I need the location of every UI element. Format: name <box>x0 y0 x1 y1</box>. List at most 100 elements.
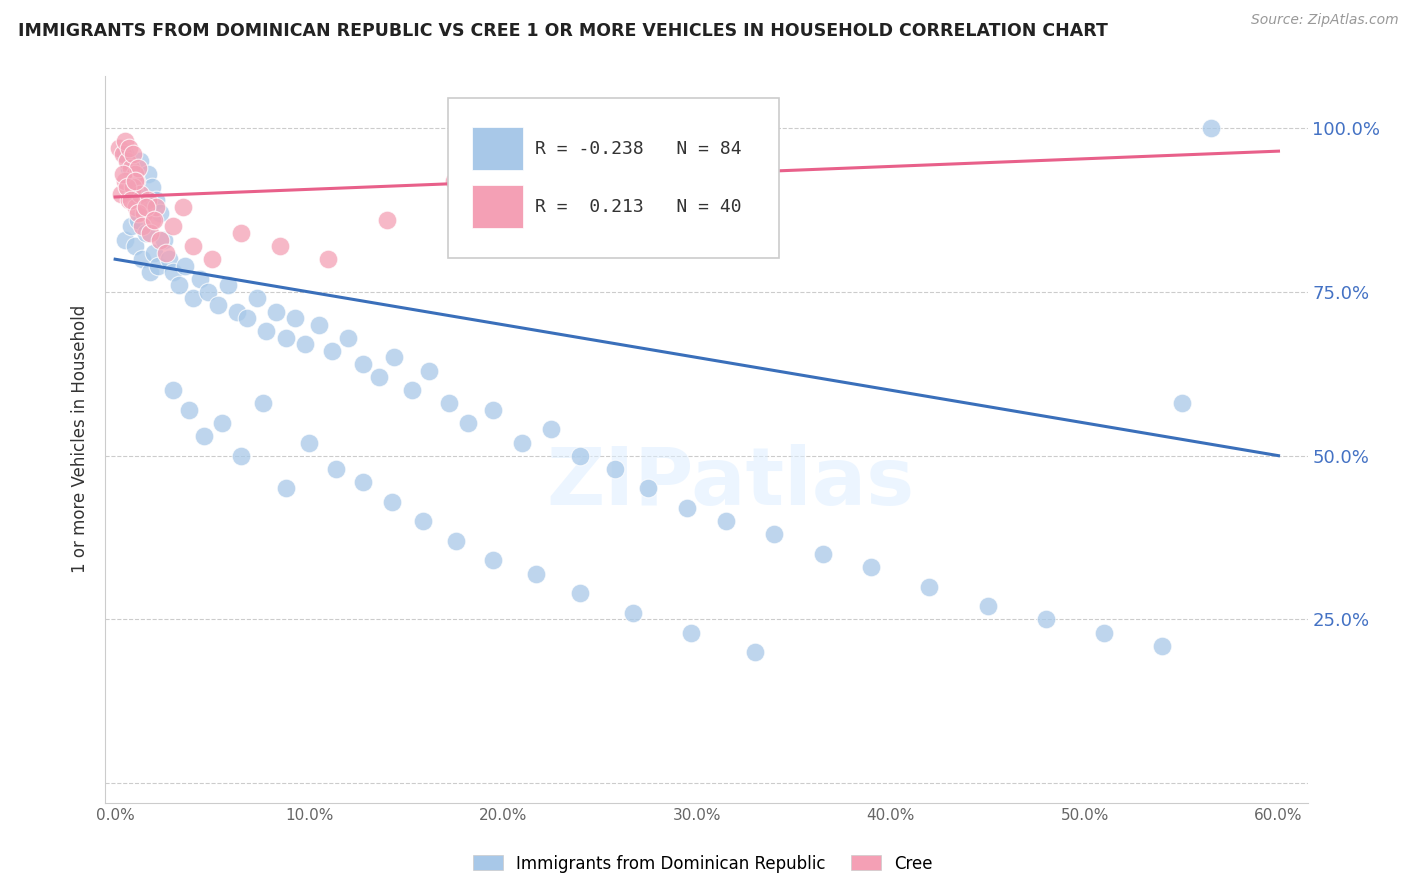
Point <box>231 449 253 463</box>
Point <box>246 292 269 306</box>
Point <box>174 259 197 273</box>
Point <box>446 533 468 548</box>
Point <box>226 304 249 318</box>
Point <box>676 501 699 516</box>
Point <box>142 213 165 227</box>
Point <box>136 167 159 181</box>
Point <box>254 324 277 338</box>
Point <box>111 167 134 181</box>
Point <box>207 298 229 312</box>
Y-axis label: 1 or more Vehicles in Household: 1 or more Vehicles in Household <box>72 305 90 574</box>
Point <box>443 173 465 187</box>
Point <box>125 186 148 201</box>
Point <box>142 245 165 260</box>
Point <box>540 422 562 436</box>
Point <box>118 161 141 175</box>
Point <box>155 245 177 260</box>
Point <box>264 304 287 318</box>
Point <box>569 449 592 463</box>
FancyBboxPatch shape <box>472 186 523 228</box>
Point <box>139 265 162 279</box>
Point <box>124 239 146 253</box>
Point <box>744 645 766 659</box>
Point <box>114 233 136 247</box>
Point <box>141 213 163 227</box>
Text: R =  0.213   N = 40: R = 0.213 N = 40 <box>534 198 741 216</box>
Point <box>811 547 834 561</box>
Point <box>134 206 156 220</box>
Point <box>172 200 194 214</box>
Point <box>201 252 224 267</box>
Point <box>524 566 547 581</box>
Point <box>1152 639 1174 653</box>
Text: R = -0.238   N = 84: R = -0.238 N = 84 <box>534 139 741 158</box>
Point <box>129 153 152 168</box>
Point <box>211 416 233 430</box>
Point <box>482 553 505 567</box>
Point <box>120 219 142 234</box>
Point <box>162 265 184 279</box>
Point <box>1170 396 1192 410</box>
Point <box>181 239 204 253</box>
Point <box>217 278 239 293</box>
Point <box>108 141 131 155</box>
Point <box>159 252 181 267</box>
Point <box>321 343 343 358</box>
Point <box>141 180 163 194</box>
Point <box>124 167 146 181</box>
Point <box>860 560 883 574</box>
Text: ZIPatlas: ZIPatlas <box>547 444 915 522</box>
Point <box>145 194 167 208</box>
Point <box>352 475 374 489</box>
Point <box>437 396 460 410</box>
Point <box>135 200 157 214</box>
Point <box>118 194 141 208</box>
Text: IMMIGRANTS FROM DOMINICAN REPUBLIC VS CREE 1 OR MORE VEHICLES IN HOUSEHOLD CORRE: IMMIGRANTS FROM DOMINICAN REPUBLIC VS CR… <box>18 22 1108 40</box>
Point <box>121 173 143 187</box>
Point <box>382 351 405 365</box>
Point <box>679 625 702 640</box>
Point <box>146 259 169 273</box>
Point <box>269 239 291 253</box>
Point <box>274 331 297 345</box>
Point <box>125 173 148 187</box>
Point <box>367 370 389 384</box>
Point <box>918 580 941 594</box>
Point <box>135 226 157 240</box>
FancyBboxPatch shape <box>449 97 779 258</box>
Point <box>110 186 132 201</box>
Point <box>308 318 330 332</box>
Point <box>127 206 149 220</box>
Point <box>115 180 138 194</box>
Point <box>714 514 737 528</box>
Legend: Immigrants from Dominican Republic, Cree: Immigrants from Dominican Republic, Cree <box>467 848 939 880</box>
Point <box>177 402 200 417</box>
Point <box>114 134 136 148</box>
Point <box>605 462 627 476</box>
Point <box>149 206 172 220</box>
Point <box>131 252 153 267</box>
Point <box>1092 625 1115 640</box>
Point <box>115 153 138 168</box>
Point <box>125 200 148 214</box>
Point <box>1199 121 1222 136</box>
Point <box>352 357 374 371</box>
Point <box>136 194 159 208</box>
Point <box>120 161 142 175</box>
Point <box>274 482 297 496</box>
Point <box>294 337 316 351</box>
Point <box>621 606 644 620</box>
Point <box>134 200 156 214</box>
Point <box>401 383 423 397</box>
Point <box>637 482 659 496</box>
Point <box>162 219 184 234</box>
Point <box>381 494 404 508</box>
Point <box>190 272 212 286</box>
Point <box>412 514 434 528</box>
Point <box>129 186 152 201</box>
Point <box>236 311 259 326</box>
Point <box>318 252 340 267</box>
Point <box>457 416 479 430</box>
Point <box>120 194 142 208</box>
Point <box>127 213 149 227</box>
